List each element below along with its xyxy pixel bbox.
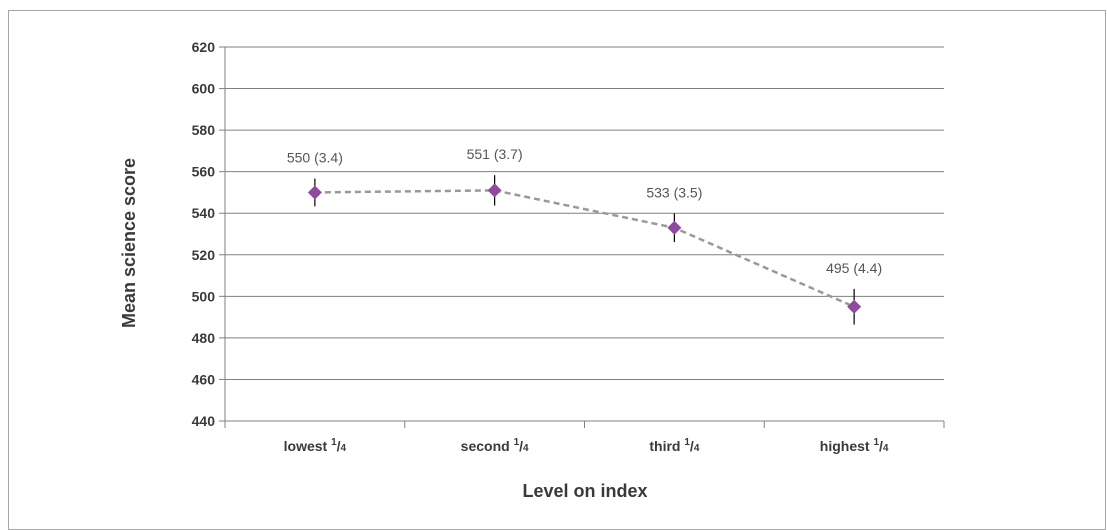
y-axis-title: Mean science score: [119, 158, 139, 328]
x-tick-label-slash: /: [519, 438, 523, 454]
x-tick-label-frac-den: 4: [883, 443, 889, 454]
y-tick-label: 620: [192, 39, 216, 55]
x-tick-label-slash: /: [879, 438, 883, 454]
data-label: 550 (3.4): [287, 150, 343, 166]
chart-frame: [8, 10, 1106, 530]
x-tick-label-slash: /: [690, 438, 694, 454]
y-tick-label: 440: [192, 413, 216, 429]
x-tick-label-text: second: [461, 438, 514, 454]
x-tick-label: third 1/4: [649, 437, 699, 454]
x-tick-label-frac-num: 1: [514, 437, 520, 448]
x-tick-label-text: third: [649, 438, 684, 454]
x-tick-labels: lowest 1/4 second 1/4 third 1/4 highest 1/4: [284, 437, 889, 454]
y-tick-labels: 440 460 480 500 520 540 560 580 600 620: [192, 39, 216, 429]
x-tick-label: second 1/4: [461, 437, 529, 454]
x-tick-label-slash: /: [337, 438, 341, 454]
axes: [219, 46, 945, 428]
data-point: [307, 185, 322, 200]
data-label: 495 (4.4): [826, 260, 882, 276]
y-tick-label: 560: [192, 164, 216, 180]
x-tick-label: highest 1/4: [820, 437, 889, 454]
y-tick-label: 480: [192, 330, 216, 346]
series-line: [314, 189, 855, 308]
x-tick-label: lowest 1/4: [284, 437, 347, 454]
data-point: [847, 299, 862, 314]
data-point: [487, 183, 502, 198]
series: [307, 175, 862, 325]
x-tick-label-frac-num: 1: [331, 437, 337, 448]
x-tick-label-frac-den: 4: [341, 443, 347, 454]
gridlines: [225, 46, 944, 380]
y-tick-label: 520: [192, 247, 216, 263]
x-tick-label-frac-den: 4: [694, 443, 700, 454]
y-tick-label: 540: [192, 205, 216, 221]
data-point: [667, 220, 682, 235]
y-tick-label: 580: [192, 122, 216, 138]
x-tick-label-frac-num: 1: [873, 437, 879, 448]
x-axis-title: Level on index: [522, 481, 647, 501]
x-tick-label-text: highest: [820, 438, 874, 454]
y-tick-label: 500: [192, 288, 216, 304]
y-tick-label: 600: [192, 81, 216, 97]
data-label: 551 (3.7): [467, 146, 523, 162]
data-labels: 550 (3.4) 551 (3.7) 533 (3.5) 495 (4.4): [287, 146, 882, 276]
x-tick-label-frac-den: 4: [523, 443, 529, 454]
data-label: 533 (3.5): [646, 184, 702, 200]
x-tick-label-text: lowest: [284, 438, 331, 454]
y-tick-label: 460: [192, 371, 216, 387]
x-tick-label-frac-num: 1: [684, 437, 690, 448]
